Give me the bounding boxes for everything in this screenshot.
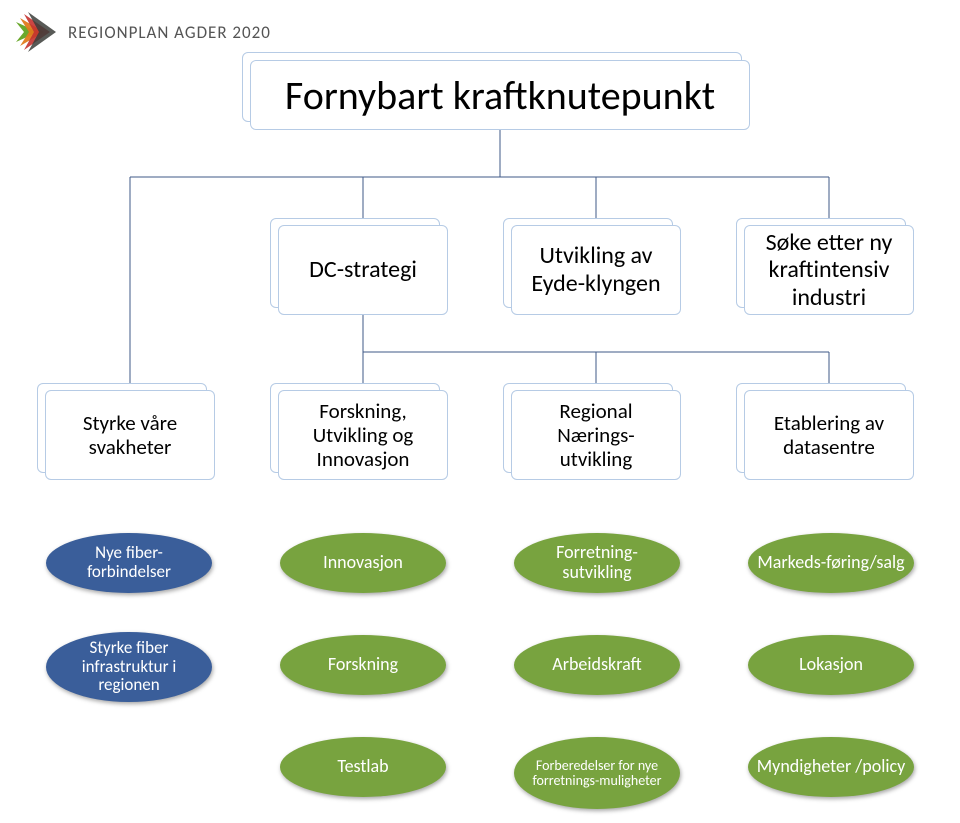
ellipse-arbeidskraft: Arbeidskraft xyxy=(514,635,680,695)
ellipse-forberedelser: Forberedelser for nye forretnings-muligh… xyxy=(514,737,680,809)
ellipse-label: Testlab xyxy=(337,757,388,777)
ellipse-label: Nye fiber-forbindelser xyxy=(54,544,204,581)
ellipse-fiberinfrastruktur: Styrke fiber infrastruktur i regionen xyxy=(46,632,212,702)
node-etab: Etablering av datasentre xyxy=(744,390,914,480)
ellipse-label: Lokasjon xyxy=(799,655,863,675)
node-label: Etablering av datasentre xyxy=(755,411,903,459)
ellipse-label: Forretning-sutvikling xyxy=(522,543,672,583)
node-eyde: Utvikling av Eyde-klyngen xyxy=(511,225,681,315)
node-fui: Forskning, Utvikling og Innovasjon xyxy=(278,390,448,480)
node-label: Søke etter ny kraftintensiv industri xyxy=(755,229,903,312)
node-label: Regional Nærings-utvikling xyxy=(522,399,670,471)
ellipse-label: Markeds-føring/salg xyxy=(757,553,904,573)
ellipse-label: Arbeidskraft xyxy=(552,655,641,675)
ellipse-label: Forskning xyxy=(328,655,398,675)
title-text: Fornybart kraftknutepunkt xyxy=(285,71,715,120)
ellipse-label: Forberedelser for nye forretnings-muligh… xyxy=(522,758,672,789)
ellipse-forskning: Forskning xyxy=(280,635,446,695)
node-label: DC-strategi xyxy=(309,256,417,284)
ellipse-lokasjon: Lokasjon xyxy=(748,635,914,695)
ellipse-label: Myndigheter /policy xyxy=(757,757,905,777)
node-label: Styrke våre svakheter xyxy=(56,411,204,459)
ellipse-testlab: Testlab xyxy=(280,737,446,797)
ellipse-markedsforing: Markeds-føring/salg xyxy=(748,533,914,593)
ellipse-forretningsutvikling: Forretning-sutvikling xyxy=(514,533,680,593)
node-label: Utvikling av Eyde-klyngen xyxy=(522,242,670,297)
node-svakheter: Styrke våre svakheter xyxy=(45,390,215,480)
ellipse-innovasjon: Innovasjon xyxy=(280,533,446,593)
node-rn: Regional Nærings-utvikling xyxy=(511,390,681,480)
ellipse-label: Innovasjon xyxy=(323,553,403,573)
node-label: Forskning, Utvikling og Innovasjon xyxy=(289,399,437,471)
node-dc-strategi: DC-strategi xyxy=(278,225,448,315)
ellipse-myndigheter: Myndigheter /policy xyxy=(748,737,914,797)
ellipse-label: Styrke fiber infrastruktur i regionen xyxy=(54,639,204,695)
title-node: Fornybart kraftknutepunkt xyxy=(250,60,750,130)
org-chart: Fornybart kraftknutepunkt DC-strategi Ut… xyxy=(0,0,960,823)
node-soke: Søke etter ny kraftintensiv industri xyxy=(744,225,914,315)
ellipse-fiberforbindelser: Nye fiber-forbindelser xyxy=(46,533,212,593)
